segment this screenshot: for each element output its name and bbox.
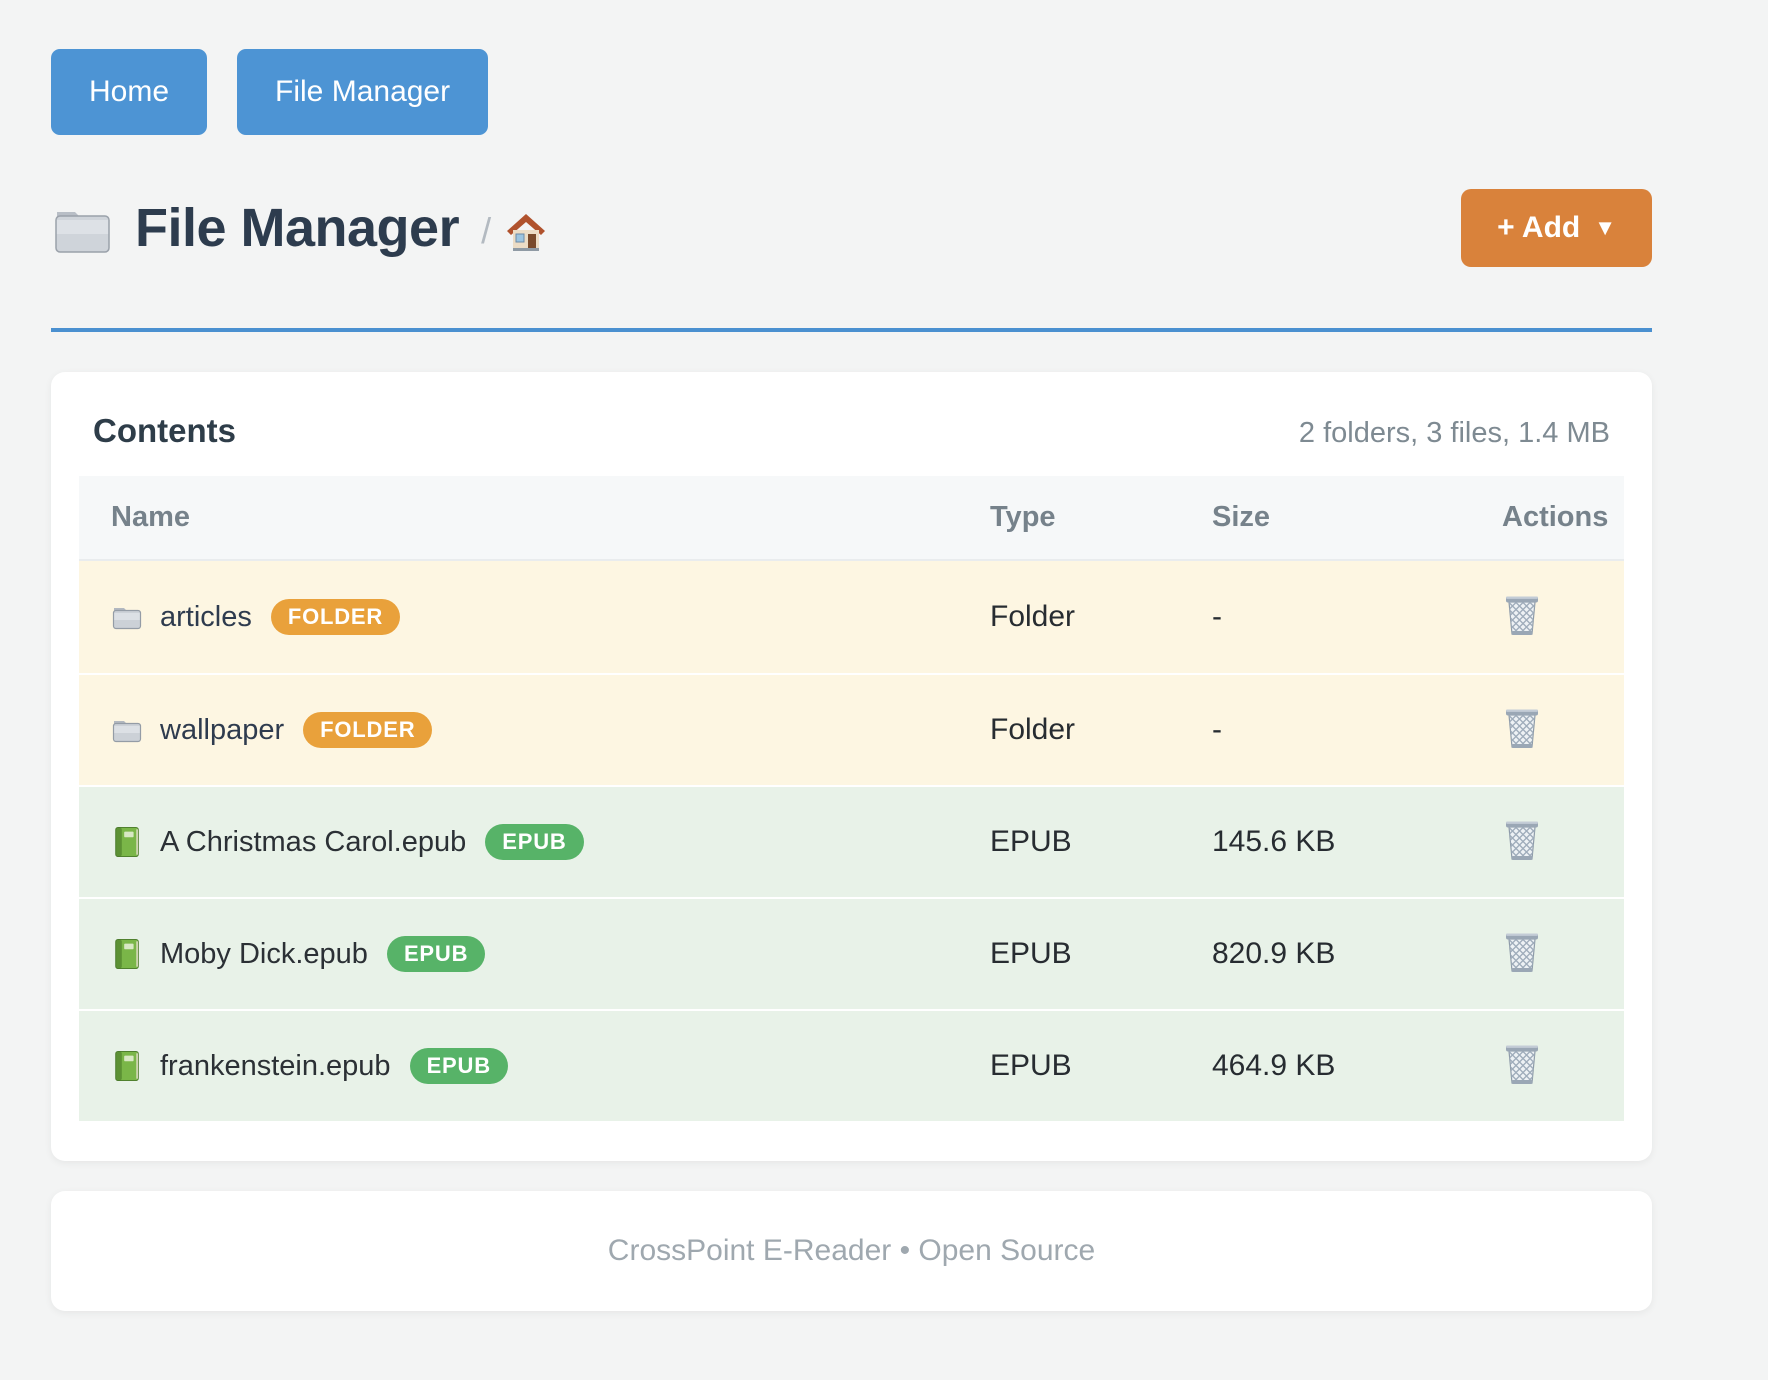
actions-cell xyxy=(1502,592,1624,643)
contents-card-header: Contents 2 folders, 3 files, 1.4 MB xyxy=(79,412,1624,450)
footer-text: CrossPoint E-Reader • Open Source xyxy=(607,1234,1096,1267)
table-row: frankenstein.epub EPUB EPUB 464.9 KB xyxy=(79,1009,1624,1121)
folder-name-link[interactable]: articles xyxy=(160,600,252,633)
home-button[interactable]: Home xyxy=(51,49,208,135)
column-header-size: Size xyxy=(1212,501,1271,533)
type-cell: EPUB xyxy=(990,937,1072,970)
type-badge: EPUB xyxy=(409,1048,508,1084)
chevron-down-icon: ▼ xyxy=(1594,215,1616,240)
name-cell: A Christmas Carol.epub EPUB xyxy=(79,824,990,860)
column-header-actions: Actions xyxy=(1502,501,1609,533)
actions-cell xyxy=(1502,705,1624,756)
add-button-label: + Add xyxy=(1497,211,1581,244)
file-name-link[interactable]: A Christmas Carol.epub xyxy=(160,825,467,858)
folder-name-link[interactable]: wallpaper xyxy=(160,713,285,746)
name-cell: frankenstein.epub EPUB xyxy=(79,1048,990,1084)
home-icon[interactable] xyxy=(505,211,547,253)
table-header-row: Name Type Size Actions xyxy=(79,476,1624,561)
type-badge: EPUB xyxy=(386,936,486,972)
folder-icon xyxy=(111,601,143,633)
book-icon xyxy=(111,938,143,970)
table-row: Moby Dick.epub EPUB EPUB 820.9 KB xyxy=(79,897,1624,1009)
size-cell: - xyxy=(1212,713,1222,746)
title-underline xyxy=(51,328,1652,332)
trash-icon xyxy=(1502,592,1542,638)
type-badge: FOLDER xyxy=(270,599,401,635)
column-header-type: Type xyxy=(990,501,1056,533)
contents-heading: Contents xyxy=(93,412,236,449)
type-badge: FOLDER xyxy=(303,712,433,748)
footer-card: CrossPoint E-Reader • Open Source xyxy=(51,1191,1652,1311)
size-cell: 820.9 KB xyxy=(1212,937,1336,970)
table-row: wallpaper FOLDER Folder - xyxy=(79,673,1624,785)
book-icon xyxy=(111,826,143,858)
type-cell: Folder xyxy=(990,713,1076,746)
actions-cell xyxy=(1502,817,1624,868)
trash-icon xyxy=(1502,817,1542,863)
page: Home File Manager File Manager / + A xyxy=(51,0,1652,1311)
page-title: File Manager xyxy=(135,198,460,258)
size-cell: 464.9 KB xyxy=(1212,1049,1336,1082)
folder-icon xyxy=(111,714,143,746)
name-cell: wallpaper FOLDER xyxy=(79,712,990,748)
book-icon xyxy=(111,1050,143,1082)
name-cell: Moby Dick.epub EPUB xyxy=(79,936,990,972)
delete-button[interactable] xyxy=(1502,705,1542,751)
size-cell: 145.6 KB xyxy=(1212,825,1336,858)
actions-cell xyxy=(1502,929,1624,980)
file-manager-button[interactable]: File Manager xyxy=(237,49,489,135)
type-cell: EPUB xyxy=(990,825,1072,858)
add-button[interactable]: + Add ▼ xyxy=(1461,189,1652,267)
column-header-name: Name xyxy=(111,501,190,533)
file-table: Name Type Size Actions articles FOLDER Fol… xyxy=(79,476,1624,1121)
size-cell: - xyxy=(1212,600,1222,633)
top-nav: Home File Manager xyxy=(51,49,1652,135)
trash-icon xyxy=(1502,705,1542,751)
type-badge: EPUB xyxy=(485,824,584,860)
actions-cell xyxy=(1502,1041,1624,1092)
type-cell: EPUB xyxy=(990,1049,1072,1082)
delete-button[interactable] xyxy=(1502,817,1542,863)
delete-button[interactable] xyxy=(1502,592,1542,638)
title-row: File Manager / + Add ▼ xyxy=(51,189,1652,267)
table-row: A Christmas Carol.epub EPUB EPUB 145.6 KB xyxy=(79,785,1624,897)
folder-icon xyxy=(51,200,113,256)
type-cell: Folder xyxy=(990,600,1076,633)
name-cell: articles FOLDER xyxy=(79,599,990,635)
table-row: articles FOLDER Folder - xyxy=(79,561,1624,673)
contents-summary: 2 folders, 3 files, 1.4 MB xyxy=(1298,417,1610,449)
breadcrumb-separator: / xyxy=(481,210,492,251)
contents-card: Contents 2 folders, 3 files, 1.4 MB Name… xyxy=(51,372,1652,1161)
delete-button[interactable] xyxy=(1502,1041,1542,1087)
trash-icon xyxy=(1502,929,1542,975)
file-name-link[interactable]: frankenstein.epub xyxy=(160,1049,391,1082)
delete-button[interactable] xyxy=(1502,929,1542,975)
file-name-link[interactable]: Moby Dick.epub xyxy=(160,937,368,970)
trash-icon xyxy=(1502,1041,1542,1087)
table-body: articles FOLDER Folder - wallpaper FOLDER Fold… xyxy=(79,561,1624,1121)
